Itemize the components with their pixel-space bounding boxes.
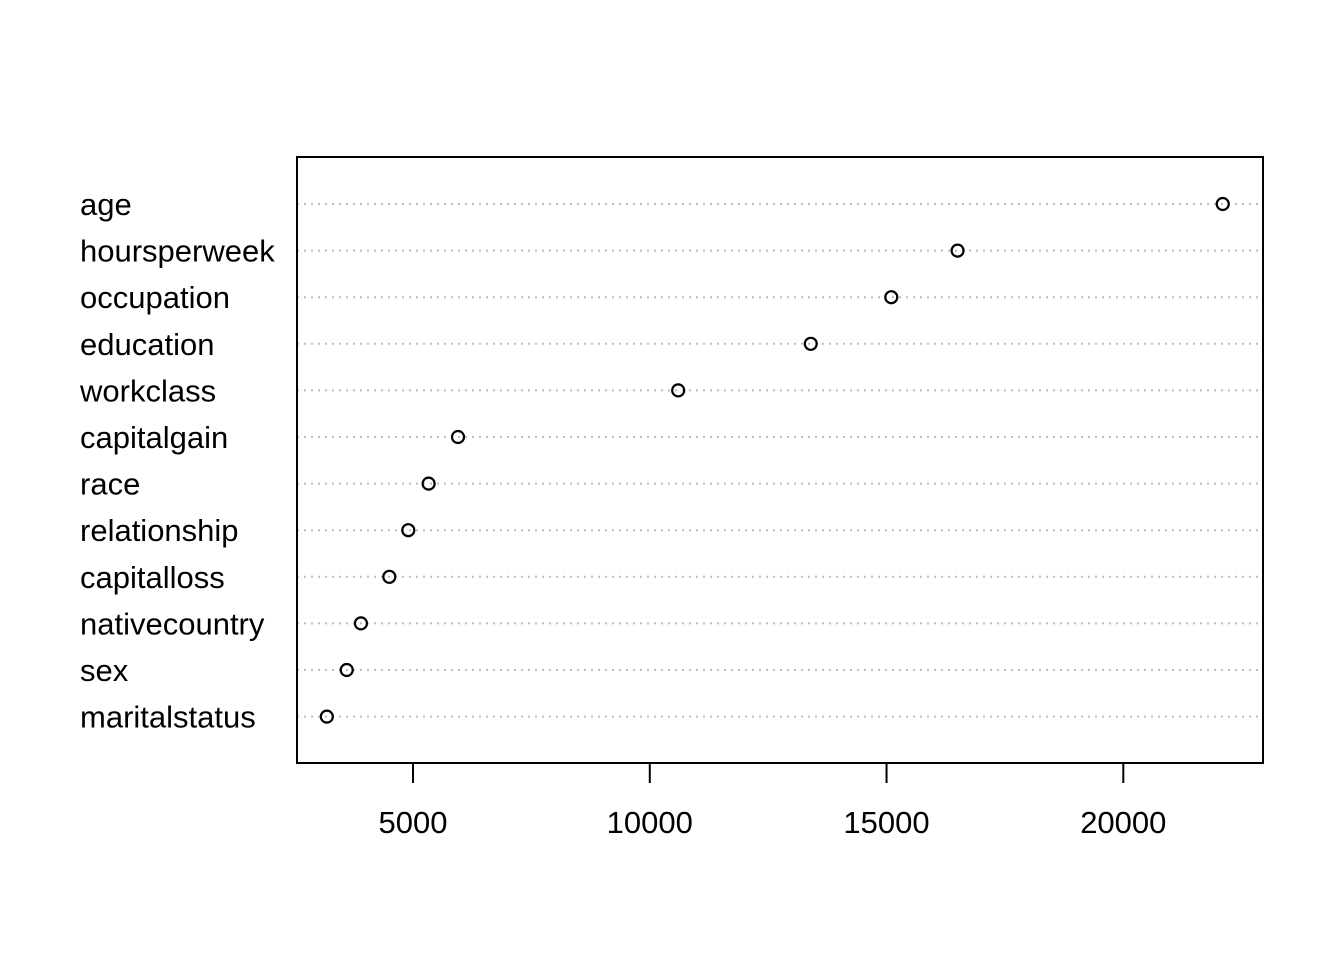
category-label: capitalgain: [80, 420, 228, 455]
data-point: [950, 243, 965, 258]
category-label: race: [80, 467, 140, 502]
category-label: workclass: [79, 373, 216, 408]
category-label: age: [80, 187, 132, 222]
x-tick-label: 5000: [379, 805, 448, 840]
data-point: [339, 662, 354, 678]
data-point: [884, 290, 899, 305]
data-point: [671, 383, 686, 398]
category-label: occupation: [80, 280, 230, 315]
category-label: education: [80, 327, 214, 362]
x-tick-label: 10000: [607, 805, 693, 840]
data-point: [319, 709, 334, 724]
data-point: [382, 569, 397, 584]
plot-frame: [296, 156, 1264, 764]
data-point: [450, 429, 466, 445]
data-point: [421, 476, 436, 491]
category-label: maritalstatus: [80, 700, 256, 735]
data-points: [319, 196, 1230, 724]
data-point: [401, 523, 416, 538]
category-labels: age hoursperweek occupation education workcl…: [79, 187, 275, 735]
category-label: hoursperweek: [80, 234, 275, 269]
category-label: relationship: [80, 513, 239, 548]
data-point: [803, 336, 818, 351]
data-point: [1215, 196, 1230, 212]
x-axis: 5000 10000 15000 20000: [379, 762, 1166, 840]
data-point: [353, 616, 369, 631]
x-tick-label: 15000: [843, 805, 929, 840]
category-label: nativecountry: [80, 606, 265, 641]
grid-lines: [297, 203, 1263, 718]
x-tick-label: 20000: [1080, 805, 1166, 840]
category-label: sex: [80, 653, 129, 688]
category-label: capitalloss: [80, 560, 225, 595]
